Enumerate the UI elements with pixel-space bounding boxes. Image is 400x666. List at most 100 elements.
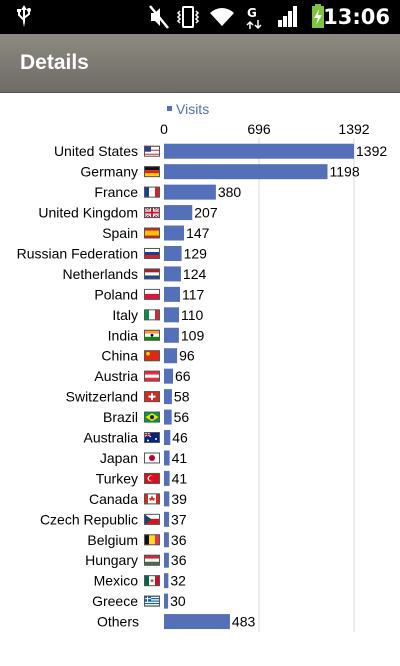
- chart-row: Japan 41: [100, 450, 188, 466]
- value-label: 37: [171, 511, 187, 527]
- chart-legend: Visits: [167, 101, 209, 117]
- flag-pl-icon: [144, 288, 160, 300]
- value-label: 117: [182, 286, 205, 302]
- bar: [164, 430, 171, 446]
- chart-row: Others 483: [97, 614, 256, 630]
- value-label: 36: [171, 552, 187, 568]
- category-label: Mexico: [94, 573, 139, 589]
- bar: [164, 164, 328, 180]
- category-label: France: [94, 184, 138, 200]
- chart-row: United States 1392: [54, 143, 387, 159]
- page-title: Details: [20, 51, 89, 74]
- value-label: 41: [172, 470, 188, 486]
- category-label: Brazil: [103, 409, 138, 425]
- flag-us-icon: [144, 145, 160, 157]
- category-label: Japan: [100, 450, 138, 466]
- chart-row: Hungary 36: [85, 552, 187, 568]
- flag-ca-icon: [144, 493, 160, 505]
- chart-row: United Kingdom 207: [38, 205, 217, 221]
- battery-charging-icon: [312, 4, 324, 28]
- bar: [164, 389, 172, 405]
- category-label: Italy: [112, 307, 138, 323]
- value-label: 1392: [356, 143, 387, 159]
- bar-chart: Visits 0 696 1392 United States 1392 Germany…: [17, 101, 388, 632]
- bar: [164, 409, 172, 425]
- flag-at-icon: [144, 370, 160, 382]
- value-label: 147: [186, 225, 210, 241]
- bar: [164, 573, 169, 589]
- flag-ru-icon: [144, 247, 160, 259]
- flag-mx-icon: [144, 575, 160, 587]
- category-label: United Kingdom: [38, 205, 138, 221]
- chart-row: Canada 39: [89, 491, 187, 507]
- bar: [164, 450, 170, 466]
- bar: [164, 143, 354, 159]
- chart-row: Poland 117: [94, 286, 204, 302]
- legend-swatch: [167, 106, 172, 111]
- flag-cn-icon: [144, 350, 160, 362]
- usb-icon: [17, 5, 31, 27]
- flag-gb-icon: [144, 207, 160, 219]
- value-label: 109: [181, 327, 205, 343]
- x-axis-ticks: 0 696 1392: [160, 121, 370, 137]
- value-label: 207: [194, 205, 218, 221]
- bar: [164, 184, 216, 200]
- bar: [164, 368, 174, 384]
- category-label: China: [101, 348, 138, 364]
- bar: [164, 552, 169, 568]
- flag-it-icon: [144, 309, 160, 321]
- flag-fr-icon: [144, 186, 160, 198]
- flag-hu-icon: [144, 554, 160, 566]
- value-label: 41: [172, 450, 188, 466]
- flag-in-icon: [144, 329, 160, 341]
- category-label: Spain: [102, 225, 138, 241]
- category-label: Switzerland: [66, 389, 138, 405]
- chart-row: Germany 1198: [80, 164, 359, 180]
- status-bar: G 13:06: [0, 0, 400, 34]
- value-label: 380: [218, 184, 242, 200]
- value-label: 46: [172, 430, 188, 446]
- vibrate-icon: [176, 6, 200, 28]
- value-label: 36: [171, 532, 187, 548]
- chart-row: Netherlands 124: [63, 266, 207, 282]
- chart-row: Brazil 56: [103, 409, 189, 425]
- value-label: 483: [232, 614, 256, 630]
- chart-grid: [258, 138, 355, 632]
- svg-text:G: G: [247, 6, 257, 20]
- mute-icon: [149, 5, 169, 29]
- value-label: 58: [174, 389, 190, 405]
- chart-row: Austria 66: [94, 368, 190, 384]
- chart-row: Belgium 36: [87, 532, 186, 548]
- flag-br-icon: [144, 411, 160, 423]
- bar: [164, 205, 193, 221]
- chart-row: Italy 110: [112, 307, 203, 323]
- flag-tr-icon: [144, 472, 160, 484]
- flag-es-icon: [144, 227, 160, 239]
- status-time: 13:06: [323, 5, 390, 29]
- flag-nl-icon: [144, 268, 160, 280]
- chart-row: Greece 30: [92, 593, 186, 609]
- value-label: 39: [171, 491, 187, 507]
- bar: [164, 593, 169, 609]
- value-label: 56: [174, 409, 190, 425]
- bar: [164, 491, 170, 507]
- chart-row: China 96: [101, 348, 194, 364]
- chart-row: India 109: [108, 327, 205, 343]
- flag-be-icon: [144, 534, 160, 546]
- category-label: Canada: [89, 491, 138, 507]
- signal-icon: [278, 6, 297, 27]
- value-label: 30: [170, 593, 186, 609]
- flag-cz-icon: [144, 513, 160, 525]
- value-label: 66: [175, 368, 191, 384]
- x-tick-label: 0: [160, 121, 168, 137]
- category-label: Russian Federation: [17, 245, 138, 261]
- flag-gr-icon: [144, 595, 160, 607]
- bar: [164, 614, 230, 630]
- bar: [164, 245, 182, 261]
- category-label: Australia: [84, 430, 139, 446]
- flag-de-icon: [144, 166, 160, 178]
- category-label: Germany: [80, 164, 138, 180]
- flag-au-icon: [144, 432, 160, 444]
- chart-row: Spain 147: [102, 225, 209, 241]
